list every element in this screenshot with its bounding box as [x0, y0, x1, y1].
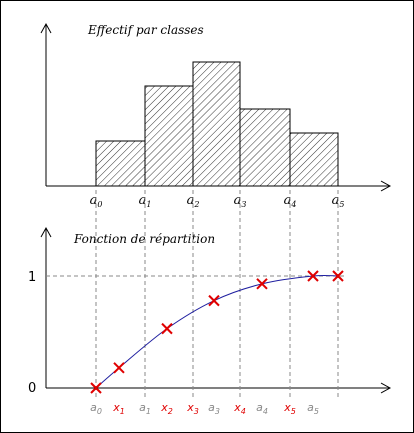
cdf-x-label-3: x2	[160, 401, 173, 416]
cdf-x-label-8: x5	[283, 401, 296, 416]
cdf-x-label-9: a5	[307, 401, 319, 416]
histogram-ticks: a0 a1 a2 a3 a4 a5	[90, 193, 345, 209]
histogram-bar-0	[95, 140, 146, 187]
cdf-point-2	[161, 322, 173, 335]
cdf-point-4	[256, 278, 268, 290]
histogram-title: Effectif par classes	[87, 23, 204, 37]
cdf-x-ticks: a0 x1 a1 x2 x3 a3 x4 a4 x5 a5	[90, 401, 319, 416]
histogram-bar-2	[192, 61, 241, 187]
cdf-y-arrow	[40, 226, 52, 238]
histogram-tick-label-4: a4	[284, 193, 297, 209]
histogram-bar-3	[239, 108, 291, 187]
cdf-gridlines	[46, 190, 345, 398]
histogram-tick-label-3: a3	[234, 193, 247, 209]
cdf-point-3	[208, 294, 220, 307]
cdf-x-label-7: a4	[256, 401, 268, 416]
histogram-y-arrow	[40, 22, 52, 34]
cdf-axes	[40, 226, 392, 394]
cdf-point-5	[307, 270, 319, 282]
cdf-x-label-5: a3	[208, 401, 220, 416]
cdf-x-label-4: x3	[186, 401, 199, 416]
cdf-x-label-1: x1	[112, 401, 125, 416]
cdf-x-label-0: a0	[90, 401, 102, 416]
cdf-point-0	[90, 382, 102, 394]
cdf-point-6	[332, 270, 344, 282]
cdf-x-arrow	[380, 382, 392, 394]
cdf-x-label-2: a1	[139, 401, 151, 416]
histogram-tick-label-0: a0	[90, 193, 103, 209]
histogram-bar-4	[289, 132, 339, 187]
histogram-tick-label-1: a1	[139, 193, 152, 209]
cdf-markers	[90, 270, 344, 394]
histogram-bar-1	[144, 85, 194, 187]
cdf-x-label-6: x4	[233, 401, 246, 416]
histogram-tick-label-5: a5	[332, 193, 345, 209]
histogram-x-arrow	[380, 180, 392, 192]
cdf-curve-line	[95, 274, 339, 389]
cdf-curve	[95, 274, 339, 389]
cdf-title: Fonction de répartition	[73, 232, 215, 246]
cdf-y-tick-1: 1	[28, 270, 36, 285]
cdf-point-1	[113, 362, 125, 374]
histogram-bars	[95, 61, 339, 187]
cdf-y-tick-0: 0	[28, 381, 36, 396]
histogram-tick-label-2: a2	[187, 193, 200, 209]
